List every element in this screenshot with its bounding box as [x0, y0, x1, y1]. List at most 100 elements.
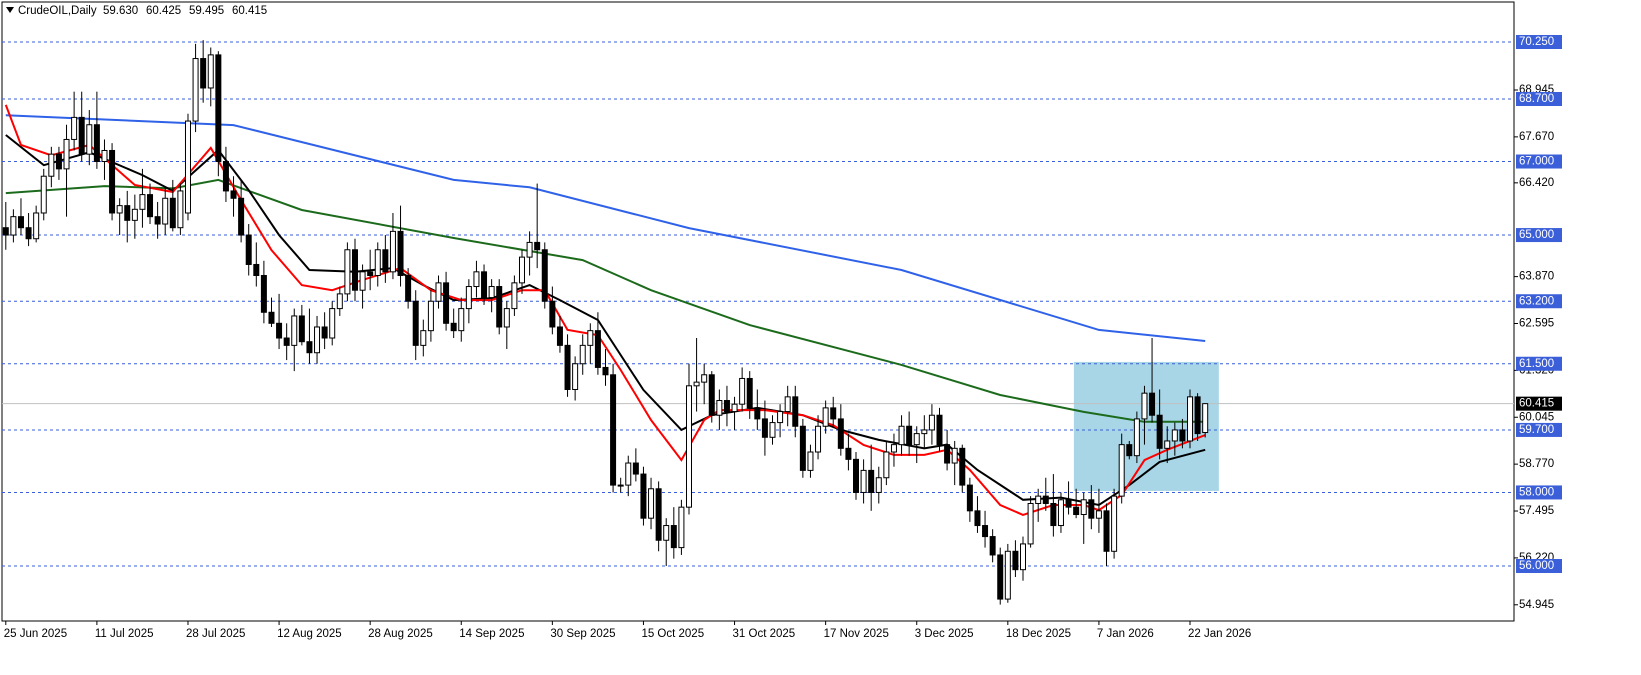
x-tick-label: 28 Aug 2025: [368, 628, 433, 640]
candle-body: [33, 212, 40, 240]
x-tick-label: 12 Aug 2025: [277, 628, 342, 640]
candle-body: [329, 308, 336, 339]
candle-body: [1027, 502, 1034, 545]
candle-body: [989, 536, 996, 556]
candle-body: [549, 300, 556, 328]
candle-body: [860, 469, 867, 493]
level-label-box: [1516, 294, 1562, 309]
level-label-box: [1516, 356, 1562, 371]
candle-body: [564, 344, 571, 390]
candle-body: [1194, 396, 1201, 435]
candle-body: [359, 271, 366, 291]
candle-body: [177, 190, 184, 229]
y-tick-label: 63.870: [1519, 271, 1554, 283]
level-label: 59.700: [1519, 424, 1554, 436]
candle-body: [147, 194, 154, 218]
x-tick-label: 15 Oct 2025: [641, 628, 704, 640]
candle-body: [830, 407, 837, 420]
candle-body: [420, 330, 427, 346]
candle-body: [511, 282, 518, 310]
candle-body: [306, 341, 313, 354]
header-value: 59.495: [189, 5, 224, 17]
candle-body: [298, 315, 305, 343]
candle-body: [784, 396, 791, 413]
level-label: 63.200: [1519, 295, 1554, 307]
candle-body: [374, 249, 381, 277]
candle-body: [253, 263, 260, 277]
candle-body: [321, 326, 328, 339]
candle-body: [739, 377, 746, 405]
x-tick-label: 14 Sep 2025: [459, 628, 524, 640]
candle-body: [207, 54, 214, 89]
candle-body: [1103, 510, 1110, 552]
candle-body: [1133, 418, 1140, 457]
candle-body: [1111, 495, 1118, 552]
candle-body: [1073, 506, 1080, 516]
y-tick-label: 60.045: [1519, 411, 1554, 423]
candle-body: [192, 58, 199, 122]
candle-body: [25, 227, 32, 240]
candle-body: [1156, 414, 1163, 449]
candle-body: [792, 396, 799, 427]
candle-body: [1012, 550, 1019, 571]
candle-body: [268, 311, 275, 324]
candle-body: [443, 282, 450, 324]
candle-body: [109, 149, 116, 214]
candle-body: [93, 124, 100, 163]
candle-body: [131, 208, 138, 221]
candle-body: [754, 407, 761, 420]
candle-body: [936, 414, 943, 446]
candle-body: [238, 197, 245, 236]
candle-body: [723, 400, 730, 413]
candle-body: [481, 271, 488, 299]
x-tick-label: 3 Dec 2025: [915, 628, 974, 640]
candle-body: [1187, 396, 1194, 442]
candle-body: [382, 249, 389, 273]
candle-body: [222, 161, 229, 192]
level-label: 65.000: [1519, 229, 1554, 241]
candle-body: [617, 484, 624, 487]
candle-body: [837, 418, 844, 449]
chart-title: CrudeOIL,Daily: [18, 5, 97, 17]
level-label-box: [1516, 228, 1562, 243]
candle-body: [184, 120, 191, 214]
header-value: 60.425: [146, 5, 181, 17]
candle-body: [291, 315, 298, 346]
x-tick-label: 31 Oct 2025: [733, 628, 796, 640]
candle-body: [906, 425, 913, 446]
level-label-box: [1516, 422, 1562, 437]
candle-body: [579, 344, 586, 365]
candle-body: [71, 116, 78, 140]
candle-body: [951, 447, 958, 464]
candle-body: [336, 293, 343, 310]
candle-body: [815, 425, 822, 453]
menu-arrow[interactable]: [6, 7, 14, 13]
candle-body: [473, 271, 480, 288]
candle-body: [982, 525, 989, 538]
candle-body: [632, 462, 639, 475]
candle-body: [367, 271, 374, 277]
candle-body: [503, 308, 510, 328]
header-value: 60.415: [232, 5, 267, 17]
candle-body: [412, 300, 419, 346]
candle-body: [648, 488, 655, 519]
candle-body: [921, 429, 928, 435]
candle-body: [169, 197, 176, 229]
candle-body: [1126, 444, 1133, 457]
candle-body: [496, 286, 503, 328]
candle-body: [1057, 499, 1064, 527]
candle-body: [769, 422, 776, 438]
candle-body: [708, 374, 715, 416]
level-label: 56.000: [1519, 560, 1554, 572]
x-tick-label: 22 Jan 2026: [1188, 628, 1251, 640]
candle-body: [944, 444, 951, 464]
candle-body: [1095, 510, 1102, 519]
level-label-box: [1516, 485, 1562, 500]
candle-body: [397, 230, 404, 277]
level-label-box: [1516, 558, 1562, 573]
candle-body: [283, 337, 290, 346]
candle-body: [625, 462, 632, 486]
x-tick-label: 25 Jun 2025: [4, 628, 67, 640]
candle-body: [746, 377, 753, 409]
candle-body: [427, 300, 434, 332]
